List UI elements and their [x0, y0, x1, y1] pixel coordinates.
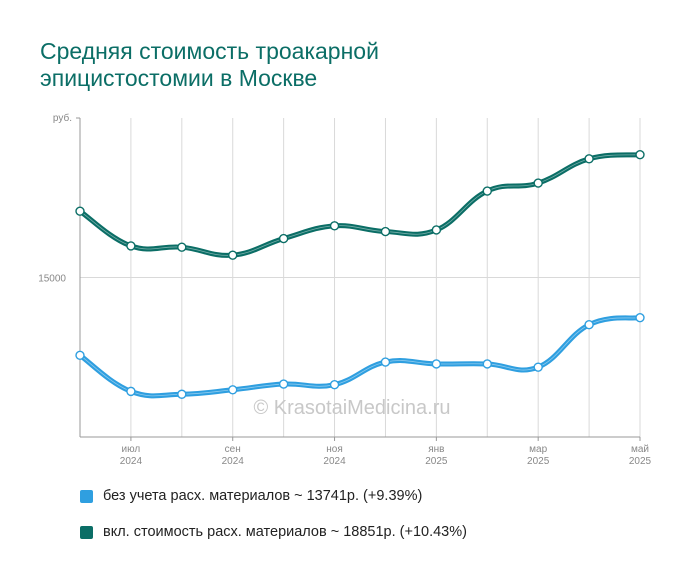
data-point [228, 385, 238, 395]
legend-swatch-without-materials [80, 489, 93, 503]
data-point [177, 242, 187, 252]
data-point [75, 350, 85, 361]
data-point [126, 241, 136, 251]
legend-label-without-materials: без учета расх. материалов ~ 13741р. (+9… [103, 488, 423, 504]
legend-swatch-with-materials [80, 525, 93, 539]
data-point [177, 389, 187, 399]
x-tick-label-month: янв [428, 444, 444, 455]
data-point [635, 149, 645, 160]
data-point [431, 359, 442, 369]
legend-label-with-materials: вкл. стоимость расх. материалов ~ 18851р… [103, 524, 467, 540]
data-point [533, 362, 543, 372]
data-point [380, 226, 391, 237]
watermark: © KrasotaiMedicina.ru [253, 397, 450, 419]
chart-legend: без учета расх. материалов ~ 13741р. (+9… [80, 486, 467, 558]
legend-item-with-materials[interactable]: вкл. стоимость расх. материалов ~ 18851р… [80, 522, 467, 542]
data-point [584, 154, 594, 164]
x-tick-label-year: 2024 [120, 456, 143, 467]
data-point [380, 357, 391, 367]
data-point [533, 178, 543, 188]
data-point [278, 233, 289, 244]
data-point [75, 206, 85, 216]
series-line [77, 152, 643, 258]
x-tick-label-year: 2025 [527, 456, 550, 467]
data-point [584, 320, 594, 330]
chart-title: Средняя стоимость троакарной эпицистосто… [40, 38, 379, 91]
series-line [77, 315, 643, 399]
series-1 [75, 149, 645, 260]
x-tick-label-month: май [631, 444, 649, 455]
x-tick-label-year: 2025 [629, 456, 652, 467]
data-point [126, 386, 136, 397]
y-axis-unit-label: руб. [53, 112, 72, 124]
series-line-highlight [79, 154, 641, 256]
data-point [228, 250, 238, 260]
x-tick-label-year: 2024 [323, 456, 346, 467]
data-point [482, 186, 492, 196]
data-point [431, 225, 442, 235]
data-point [482, 359, 492, 369]
legend-item-without-materials[interactable]: без учета расх. материалов ~ 13741р. (+9… [80, 486, 467, 506]
data-point [329, 379, 340, 390]
x-tick-label-year: 2024 [222, 456, 245, 467]
series-0 [75, 312, 645, 399]
data-point [329, 221, 340, 231]
x-tick-label-month: сен [225, 444, 241, 455]
line-chart: 15000руб.июл2024сен2024ноя2024янв2025мар… [38, 112, 652, 467]
x-tick-label-month: мар [529, 444, 547, 455]
x-tick-label-month: ноя [326, 444, 343, 455]
data-point [635, 312, 645, 323]
data-point [278, 379, 289, 389]
x-tick-label-year: 2025 [425, 456, 448, 467]
y-tick-label: 15000 [38, 274, 66, 285]
x-tick-label-month: июл [122, 444, 141, 455]
